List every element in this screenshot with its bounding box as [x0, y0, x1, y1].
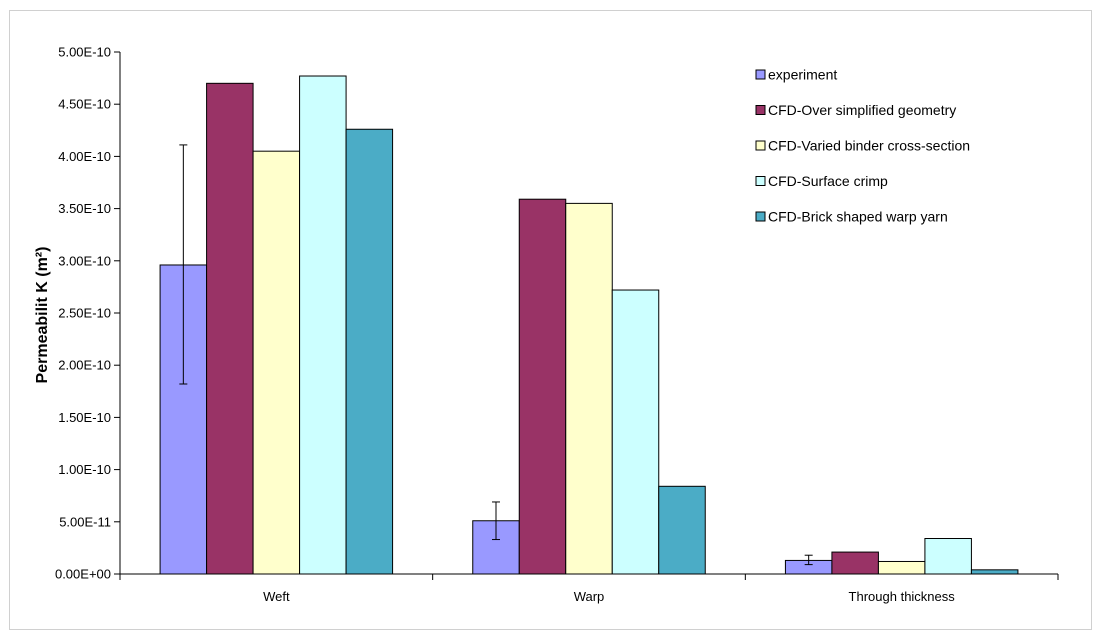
bar [206, 82, 254, 575]
legend-swatch [755, 105, 766, 115]
y-tick-label: 4.50E-10 [58, 97, 111, 112]
legend-entry: CFD-Brick shaped warp yarn [768, 209, 948, 225]
bar [252, 150, 301, 575]
y-tick-label: 2.00E-10 [58, 358, 111, 373]
legend-entry: experiment [768, 67, 837, 83]
bar [611, 289, 660, 575]
x-tick-label: Weft [263, 589, 290, 604]
bar [877, 560, 926, 575]
y-tick-label: 2.50E-10 [58, 306, 111, 321]
legend-swatch [755, 140, 766, 151]
y-tick-label: 5.00E-10 [58, 45, 111, 60]
y-tick-label: 1.50E-10 [58, 410, 111, 425]
y-tick-label: 0.00E+00 [55, 567, 111, 582]
legend-entry: CFD-Varied binder cross-section [768, 138, 970, 154]
legend: experiment CFD-Over simplified geometry CF… [755, 67, 970, 225]
bars [159, 75, 1019, 575]
bar [831, 551, 879, 575]
legend-swatch [755, 211, 766, 222]
y-axis-label: Permeabilit K (m²) [34, 247, 51, 384]
bar [658, 485, 706, 575]
bar [299, 75, 347, 575]
legend-swatch [755, 176, 766, 186]
legend-entry: CFD-Surface crimp [768, 173, 888, 189]
legend-swatch [755, 69, 766, 80]
y-tick-label: 1.00E-10 [58, 462, 111, 477]
bar [565, 202, 613, 575]
y-tick-label: 5.00E-11 [59, 514, 111, 529]
legend-entry: CFD-Over simplified geometry [768, 102, 956, 118]
y-tick-label: 4.00E-10 [58, 149, 111, 164]
y-tick-label: 3.50E-10 [58, 201, 111, 216]
x-tick-label: Warp [574, 589, 605, 604]
bar [518, 198, 567, 575]
y-tick-label: 3.00E-10 [58, 253, 111, 268]
x-tick-label: Through thickness [849, 589, 956, 604]
bar [472, 520, 520, 575]
bar [970, 569, 1019, 575]
bar [345, 128, 394, 575]
bar [924, 538, 972, 575]
